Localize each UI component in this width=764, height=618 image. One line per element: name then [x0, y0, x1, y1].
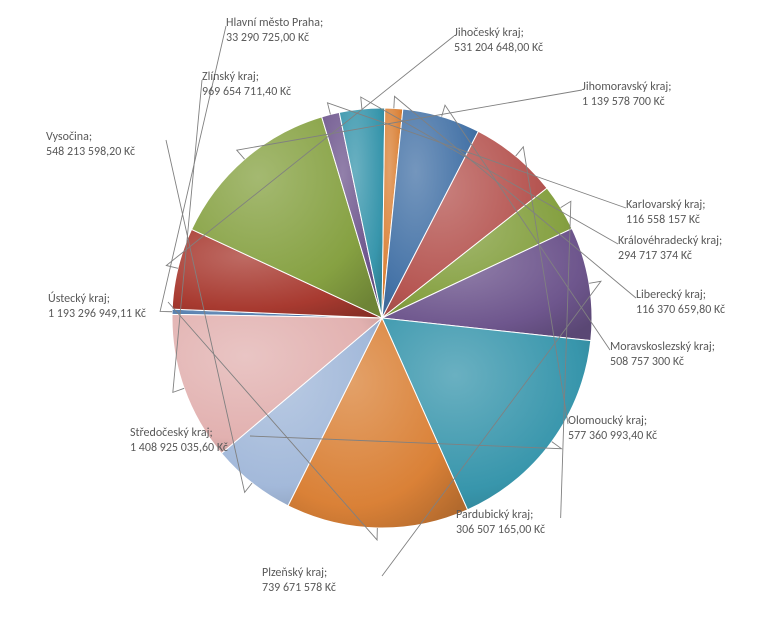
pie-chart: Hlavní město Praha;33 290 725,00 Kč Jihoč… [0, 0, 764, 618]
slice-label: Olomoucký kraj;577 360 993,40 Kč [568, 414, 657, 444]
slice-label-region: Liberecký kraj; [636, 288, 725, 303]
slice-label: Moravskoslezský kraj;508 757 300 Kč [610, 340, 715, 370]
slice-label-region: Olomoucký kraj; [568, 414, 657, 429]
slice-label-value: 577 360 993,40 Kč [568, 429, 657, 444]
slice-label: Liberecký kraj;116 370 659,80 Kč [636, 288, 725, 318]
slice-label-region: Královéhradecký kraj; [618, 234, 722, 249]
slice-label-value: 739 671 578 Kč [262, 581, 336, 596]
slice-label-region: Jihočeský kraj; [454, 26, 543, 41]
slice-label: Karlovarský kraj;116 558 157 Kč [626, 198, 705, 228]
slice-label-value: 116 370 659,80 Kč [636, 303, 725, 318]
slice-label-value: 508 757 300 Kč [610, 355, 715, 370]
slice-label-value: 1 408 925 035,60 Kč [130, 441, 228, 456]
slice-label: Plzeňský kraj;739 671 578 Kč [262, 566, 336, 596]
slice-label-value: 548 213 598,20 Kč [46, 145, 135, 160]
slice-label-region: Plzeňský kraj; [262, 566, 336, 581]
slice-label: Středočeský kraj;1 408 925 035,60 Kč [130, 426, 228, 456]
slice-label-region: Pardubický kraj; [456, 508, 545, 523]
slice-label: Pardubický kraj;306 507 165,00 Kč [456, 508, 545, 538]
slice-label-value: 531 204 648,00 Kč [454, 41, 543, 56]
slice-label-value: 294 717 374 Kč [618, 249, 722, 264]
slice-label-region: Ústecký kraj; [48, 292, 146, 307]
slice-label-region: Jihomoravský kraj; [582, 80, 672, 95]
slice-label: Zlínský kraj;969 654 711,40 Kč [202, 70, 291, 100]
slice-label: Ústecký kraj;1 193 296 949,11 Kč [48, 292, 146, 322]
slice-label-value: 306 507 165,00 Kč [456, 523, 545, 538]
slice-label-region: Zlínský kraj; [202, 70, 291, 85]
slice-label-value: 33 290 725,00 Kč [226, 31, 323, 46]
slice-label-region: Karlovarský kraj; [626, 198, 705, 213]
slice-label-value: 1 193 296 949,11 Kč [48, 307, 146, 322]
slice-label-region: Středočeský kraj; [130, 426, 228, 441]
slice-label: Královéhradecký kraj;294 717 374 Kč [618, 234, 722, 264]
slice-label-value: 1 139 578 700 Kč [582, 95, 672, 110]
slice-label: Vysočina;548 213 598,20 Kč [46, 130, 135, 160]
slice-label: Jihočeský kraj;531 204 648,00 Kč [454, 26, 543, 56]
slice-label: Hlavní město Praha;33 290 725,00 Kč [226, 16, 323, 46]
slice-label-region: Vysočina; [46, 130, 135, 145]
slice-label: Jihomoravský kraj;1 139 578 700 Kč [582, 80, 672, 110]
slice-label-region: Hlavní město Praha; [226, 16, 323, 31]
slice-label-value: 116 558 157 Kč [626, 213, 705, 228]
slice-label-value: 969 654 711,40 Kč [202, 85, 291, 100]
slice-label-region: Moravskoslezský kraj; [610, 340, 715, 355]
